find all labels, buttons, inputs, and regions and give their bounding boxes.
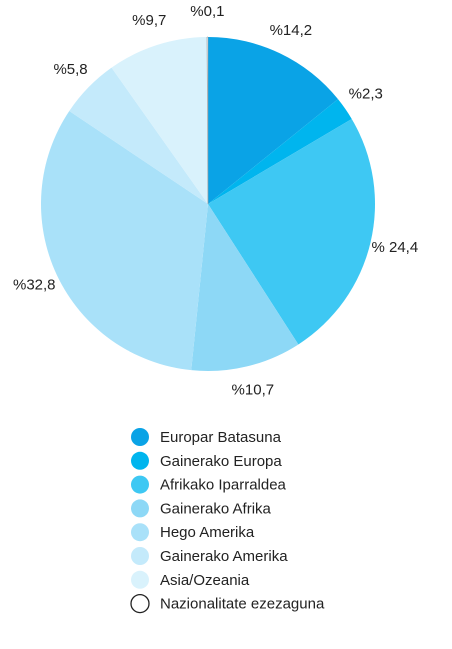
legend-swatch xyxy=(131,499,149,518)
data-label: % 24,4 xyxy=(371,239,418,256)
data-label: %0,1 xyxy=(190,3,224,20)
legend-swatch xyxy=(131,547,149,565)
pie-slice xyxy=(111,37,208,204)
legend-label: Gainerako Amerika xyxy=(160,548,288,565)
data-label: %5,8 xyxy=(53,61,87,78)
legend-swatch xyxy=(131,570,149,589)
legend-label: Nazionalitate ezezaguna xyxy=(160,596,325,613)
data-label: %14,2 xyxy=(270,22,313,39)
legend-label: Hego Amerika xyxy=(160,524,255,541)
pie-slice xyxy=(40,111,208,371)
data-label: %32,8 xyxy=(13,277,56,294)
legend-swatch xyxy=(131,475,149,494)
legend-label: Gainerako Afrika xyxy=(160,500,272,517)
legend-swatch xyxy=(131,523,149,542)
pie-slice xyxy=(208,99,352,204)
legend-swatch xyxy=(130,593,150,614)
pie-slice xyxy=(206,36,209,205)
data-label: %2,3 xyxy=(349,86,383,103)
pie-slice xyxy=(208,118,376,345)
data-label: %10,7 xyxy=(232,382,275,399)
legend-label: Gainerako Europa xyxy=(160,453,282,470)
pie-slice xyxy=(191,204,299,371)
legend-label: Afrikako Iparraldea xyxy=(160,477,287,494)
pie-slice xyxy=(208,37,339,204)
legend-label: Europar Batasuna xyxy=(160,429,282,446)
data-label: %9,7 xyxy=(132,12,166,29)
pie-slice xyxy=(69,67,208,204)
legend-label: Asia/Ozeania xyxy=(160,572,250,589)
legend-swatch xyxy=(131,428,149,446)
legend-swatch xyxy=(131,451,149,470)
